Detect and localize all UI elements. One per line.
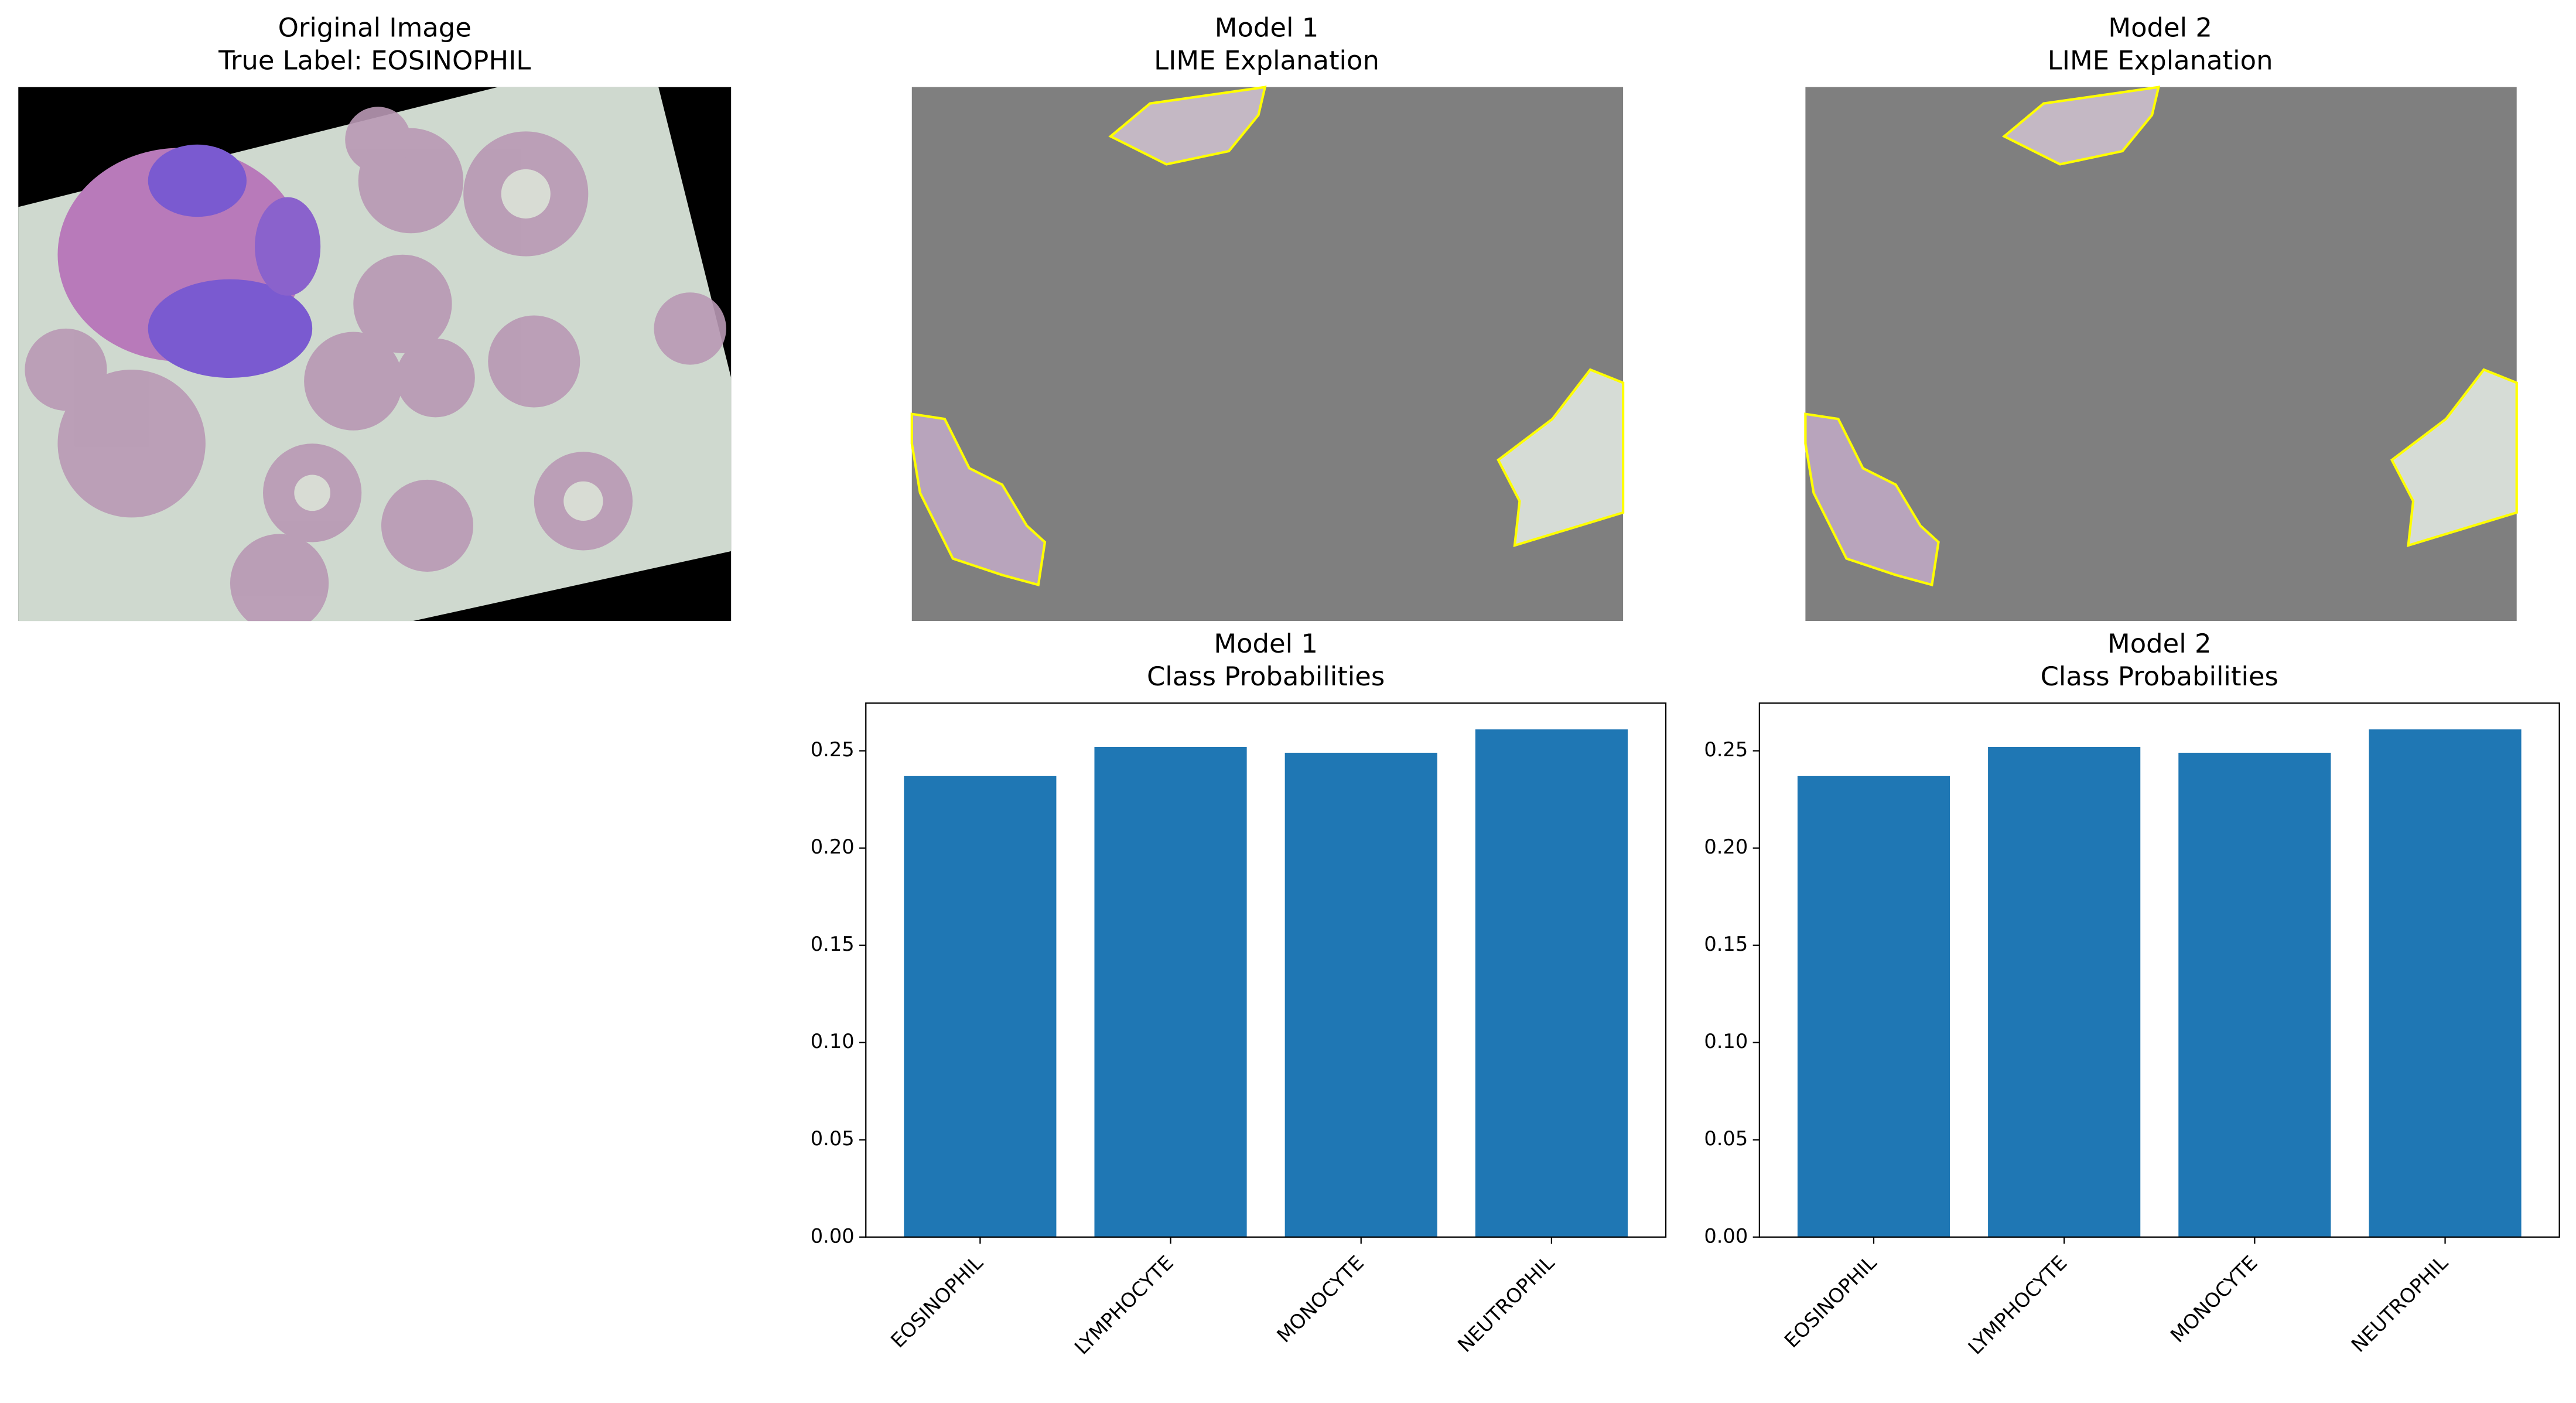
x-tick-label: MONOCYTE <box>2166 1251 2262 1347</box>
x-tick-label: LYMPHOCYTE <box>1964 1251 2072 1359</box>
y-tick-label: 0.15 <box>811 933 855 955</box>
chart-title: Class Probabilities <box>2041 661 2278 692</box>
lime-image <box>910 86 1625 622</box>
y-tick-label: 0.05 <box>811 1127 855 1150</box>
chart-title: Model 2 <box>2107 628 2212 659</box>
y-tick-label: 0.15 <box>1704 933 1748 955</box>
x-tick-label: MONOCYTE <box>1272 1251 1368 1347</box>
image-title: Model 1 <box>1215 12 1319 43</box>
lime-image <box>1804 86 2518 622</box>
y-tick-label: 0.00 <box>1704 1224 1748 1247</box>
bar <box>2178 752 2331 1237</box>
y-tick-label: 0.25 <box>811 738 855 761</box>
x-tick-label: LYMPHOCYTE <box>1070 1251 1178 1359</box>
image-title: LIME Explanation <box>2048 45 2273 76</box>
y-tick-label: 0.10 <box>1704 1030 1748 1053</box>
bar <box>1284 752 1437 1237</box>
x-tick-label: NEUTROPHIL <box>1453 1251 1559 1357</box>
x-tick-label: NEUTROPHIL <box>2347 1251 2452 1357</box>
image-title: Model 2 <box>2108 12 2212 43</box>
x-tick-label: EOSINOPHIL <box>1780 1251 1881 1353</box>
bar <box>1797 776 1950 1237</box>
bar <box>904 776 1057 1237</box>
y-tick-label: 0.25 <box>1704 738 1748 761</box>
bar <box>1094 747 1247 1237</box>
y-tick-label: 0.10 <box>811 1030 855 1053</box>
bar <box>1475 729 1628 1237</box>
image-title: Original Image <box>278 12 472 43</box>
bar <box>1988 747 2141 1237</box>
plot-frame <box>865 702 1667 1238</box>
y-tick-label: 0.05 <box>1704 1127 1748 1150</box>
plot-frame <box>1758 702 2560 1238</box>
y-tick-label: 0.20 <box>1704 835 1748 858</box>
image-title: True Label: EOSINOPHIL <box>218 45 531 76</box>
y-tick-label: 0.20 <box>811 835 855 858</box>
x-tick-label: EOSINOPHIL <box>886 1251 988 1353</box>
y-tick-label: 0.00 <box>811 1224 855 1247</box>
image-title: LIME Explanation <box>1154 45 1379 76</box>
chart-title: Model 1 <box>1214 628 1318 659</box>
chart-title: Class Probabilities <box>1147 661 1385 692</box>
original-image <box>18 87 732 622</box>
bar <box>2369 729 2522 1237</box>
